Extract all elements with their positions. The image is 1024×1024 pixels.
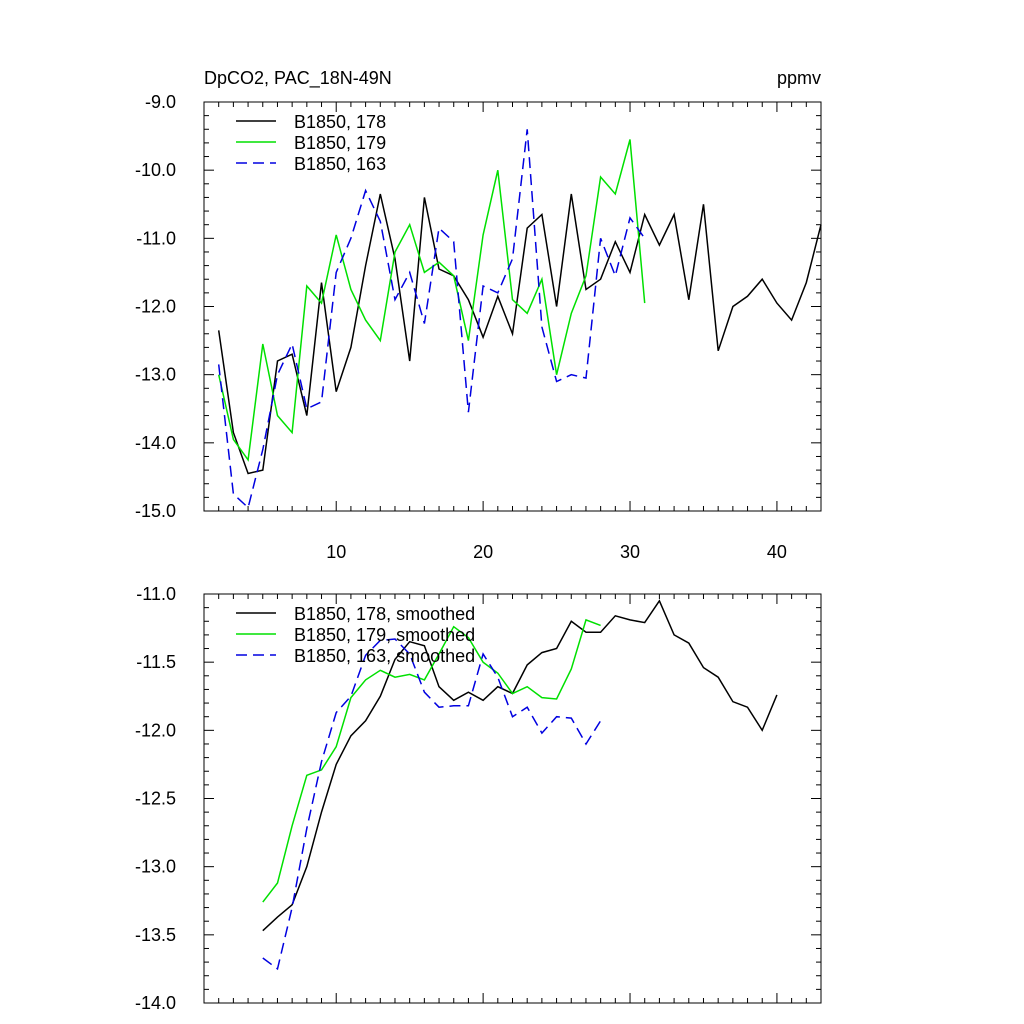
y-tick-label: -12.0 [135,297,176,317]
x-tick-label: 30 [620,542,640,562]
series-line [262,638,602,971]
legend-label: B1850, 163, smoothed [294,646,475,666]
series-line [217,139,646,462]
y-tick-label: -14.0 [135,433,176,453]
y-tick-label: -15.0 [135,501,176,521]
series-line [217,193,822,475]
legend-label: B1850, 163 [294,154,386,174]
series-line [262,618,601,903]
y-tick-label: -11.0 [136,228,176,248]
y-tick-label: -11.5 [136,652,176,672]
x-tick-label: 20 [473,542,493,562]
top-plot: 10 20 30 40 -9.0 -10.0 -11.0 -12.0 -13.0 -14.0 -15… [135,92,822,562]
y-tick-label: -9.0 [145,92,176,112]
legend-label: B1850, 179 [294,133,386,153]
legend-label: B1850, 179, smoothed [294,625,475,645]
top-chart-units: ppmv [777,68,821,88]
y-tick-label: -14.0 [135,993,176,1013]
x-tick-label: 40 [767,542,787,562]
y-tick-label: -13.5 [135,925,176,945]
y-tick-label: -12.5 [135,789,176,809]
y-tick-label: -12.0 [135,720,176,740]
y-tick-label: -10.0 [135,160,176,180]
legend-label: B1850, 178 [294,112,386,132]
y-tick-label: -13.0 [135,857,176,877]
series-line [217,129,646,510]
y-tick-label: -13.0 [135,365,176,385]
y-tick-label: -11.0 [136,584,176,604]
x-tick-label: 10 [326,542,346,562]
bottom-plot: -11.0 -11.5 -12.0 -12.5 -13.0 -13.5 -14.0 B1850… [135,584,822,1013]
series-line [262,599,778,932]
top-chart-title: DpCO2, PAC_18N-49N [204,68,392,89]
legend-label: B1850, 178, smoothed [294,604,475,624]
